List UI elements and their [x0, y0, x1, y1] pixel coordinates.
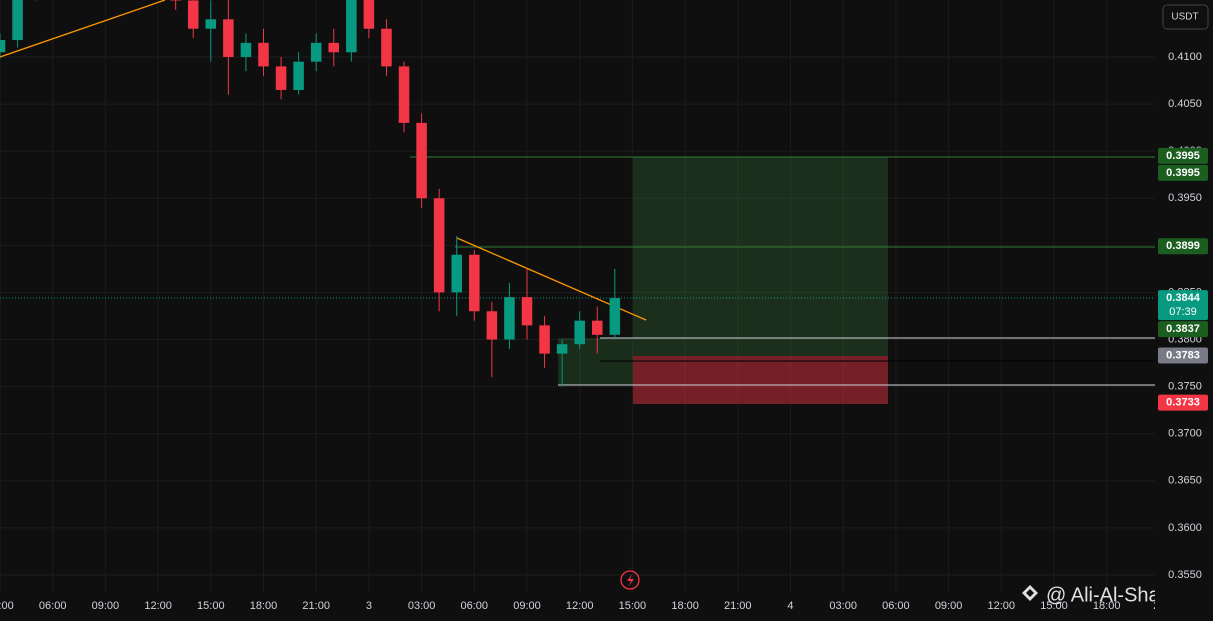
- price-tag-label: 0.3899: [1166, 240, 1200, 252]
- x-tick-label: 03:00: [0, 600, 14, 612]
- price-tag-label: 0.3837: [1166, 323, 1200, 335]
- grid: [0, 0, 1160, 592]
- candle-body: [275, 66, 287, 90]
- drawings: [0, 0, 1155, 404]
- target-zone: [633, 157, 888, 356]
- candle-body: [433, 198, 445, 293]
- candle-body: [187, 0, 199, 29]
- x-tick-label: 15:00: [619, 600, 647, 612]
- candle-body: [609, 298, 621, 335]
- trendline: [0, 0, 166, 58]
- x-tick-label: 09:00: [935, 600, 963, 612]
- candles: [0, 0, 621, 387]
- candle-body: [223, 19, 234, 57]
- alert-icon[interactable]: [620, 570, 640, 590]
- y-tick-label: 0.3750: [1168, 381, 1202, 393]
- candle-body: [258, 42, 269, 67]
- price-tag: [1158, 347, 1208, 364]
- candle-body: [591, 320, 603, 335]
- price-tag: [1158, 290, 1208, 321]
- candle-body: [363, 0, 375, 29]
- watermark: @ Ali-Al-Shami: [1046, 584, 1181, 606]
- y-tick-label: 0.4100: [1168, 51, 1202, 63]
- x-tick-label: 21:00: [724, 600, 752, 612]
- price-tag-label: 0.3733: [1166, 397, 1200, 409]
- x-tick-label: 06:00: [882, 600, 910, 612]
- candle-body: [486, 311, 498, 340]
- candle-body: [504, 297, 515, 340]
- y-tick-label: 0.3950: [1168, 192, 1202, 204]
- x-tick-label: 09:00: [513, 600, 541, 612]
- candle-body: [205, 19, 217, 29]
- price-tags: 0.3995 0.3995 0.3899 0.3844 07:39 0.3837 0.378…: [1158, 147, 1208, 411]
- y-tick-label: 0.3550: [1168, 569, 1202, 581]
- candle-body: [469, 254, 480, 312]
- candle-body: [346, 0, 357, 53]
- candle-body: [574, 320, 585, 345]
- price-tag-label: 0.3995: [1166, 150, 1200, 162]
- price-tag: [1158, 321, 1208, 338]
- watermark-logo: [1022, 585, 1038, 601]
- x-tick-label: 21:00: [302, 600, 330, 612]
- countdown: 07:39: [1169, 306, 1197, 318]
- x-tick-label: 03:00: [408, 600, 436, 612]
- candle-body: [539, 325, 550, 354]
- x-tick-label: 18:00: [1093, 600, 1121, 612]
- stop-zone: [633, 356, 888, 404]
- candle-body: [12, 0, 23, 41]
- candle-body: [451, 254, 462, 293]
- candle-body: [328, 42, 340, 53]
- candle-body: [521, 297, 533, 326]
- candle-body: [416, 122, 427, 199]
- currency[interactable]: USDT: [1171, 12, 1198, 23]
- candle-body: [240, 42, 252, 57]
- y-tick-label: 0.4050: [1168, 98, 1202, 110]
- y-tick-label: 0.3700: [1168, 428, 1202, 440]
- price-tag-label: 0.3995: [1166, 167, 1200, 179]
- price-tag-label: 0.3844: [1166, 292, 1201, 304]
- x-tick-label: 06:00: [39, 600, 67, 612]
- candle-body: [398, 66, 410, 123]
- currency-button[interactable]: [1162, 4, 1209, 30]
- x-tick-label: 3: [366, 600, 372, 612]
- candle-body: [556, 344, 568, 354]
- alert-icon-bolt: [627, 574, 634, 587]
- x-tick-label: 12:00: [144, 600, 172, 612]
- x-tick-label: 15:00: [197, 600, 225, 612]
- x-tick-label: 12:00: [988, 600, 1016, 612]
- x-tick-label: 4: [787, 600, 793, 612]
- x-tick-label: 18:00: [250, 600, 278, 612]
- candle-body: [381, 28, 392, 67]
- y-tick-label: 0.3600: [1168, 522, 1202, 534]
- x-tick-label: 18:00: [671, 600, 699, 612]
- x-tick-label: 15:00: [1040, 600, 1068, 612]
- candle-body: [0, 40, 6, 53]
- y-tick-label: 0.3650: [1168, 475, 1202, 487]
- price-tag: [1158, 164, 1208, 181]
- x-tick-label: 06:00: [461, 600, 489, 612]
- price-tag-label: 0.3783: [1166, 349, 1200, 361]
- candle-body: [310, 42, 322, 62]
- price-tag: [1158, 238, 1208, 255]
- price-tag: [1158, 147, 1208, 164]
- price-tag: [1158, 394, 1208, 411]
- x-tick-label: 12:00: [566, 600, 594, 612]
- x-tick-label: 09:00: [92, 600, 120, 612]
- candle-body: [293, 61, 304, 90]
- x-tick-label: 03:00: [829, 600, 857, 612]
